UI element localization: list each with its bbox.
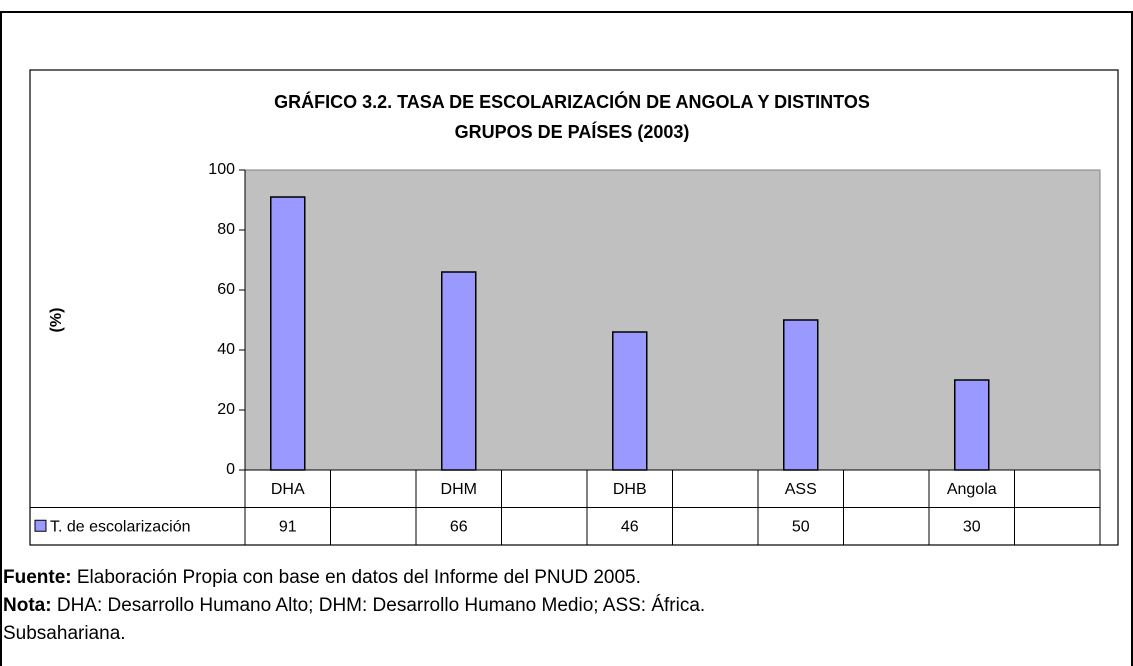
y-tick-label: 80 [217,221,235,238]
note-text: DHA: Desarrollo Humano Alto; DHM: Desarr… [52,595,706,616]
table-value: 66 [450,518,468,535]
legend-label: T. de escolarización [50,518,191,535]
table-value: 91 [279,518,297,535]
bar [270,196,306,471]
table-value: 50 [792,518,810,535]
note: Fuente: Elaboración Propia con base en d… [3,567,641,588]
y-tick-label: 100 [208,161,235,178]
note-text: Elaboración Propia con base en datos del… [72,567,641,588]
note-text: Subsahariana. [3,623,126,644]
legend-swatch [34,519,47,532]
x-tick-label: ASS [785,481,817,498]
chart-title: GRÁFICO 3.2. TASA DE ESCOLARIZACIÓN DE A… [274,91,870,112]
note: Nota: DHA: Desarrollo Humano Alto; DHM: … [3,595,705,616]
y-tick-label: 60 [217,281,235,298]
y-tick-label: 0 [226,461,235,478]
table-value: 30 [963,518,981,535]
bar [954,379,990,471]
note-label: Nota: [3,595,52,616]
y-tick-label: 40 [217,341,235,358]
bar [441,271,477,471]
note-label: Fuente: [3,567,72,588]
y-axis-label: (%) [48,308,65,333]
table-value: 46 [621,518,639,535]
bar [612,331,648,471]
bar [783,319,819,471]
y-tick-label: 20 [217,401,235,418]
x-tick-label: DHB [613,481,647,498]
x-tick-label: DHM [441,481,477,498]
chart-title: GRUPOS DE PAÍSES (2003) [455,121,690,142]
x-tick-label: Angola [947,481,997,498]
x-tick-label: DHA [271,481,305,498]
